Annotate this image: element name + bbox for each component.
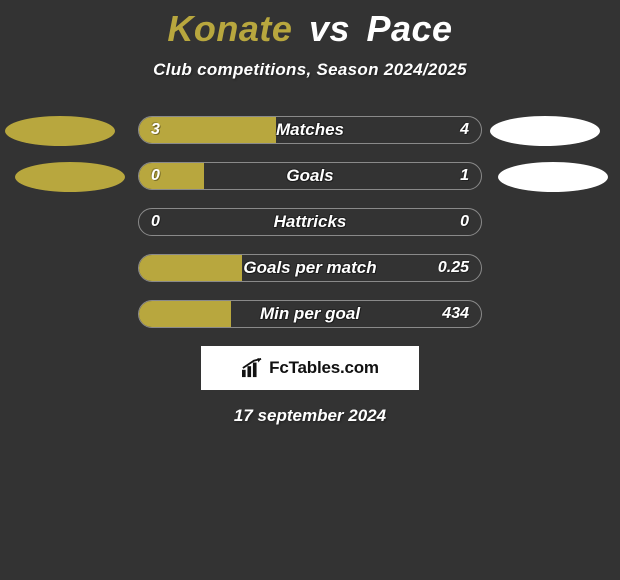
stat-left-value: 0 [151,213,160,231]
bar-left-fill [139,255,242,281]
subtitle: Club competitions, Season 2024/2025 [0,60,620,80]
logo-box[interactable]: FcTables.com [201,346,419,390]
chart-icon [241,358,263,378]
page-title: Konate vs Pace [0,8,620,50]
vs-text: vs [309,8,350,49]
stat-right-value: 4 [460,121,469,139]
stat-right-value: 1 [460,167,469,185]
stat-right-value: 0.25 [438,259,469,277]
player2-marker [498,162,608,192]
player1-marker [15,162,125,192]
player1-marker [5,116,115,146]
stat-left-value: 0 [151,167,160,185]
stat-label: Goals per match [243,258,376,278]
stat-bar: 0 Hattricks 0 [138,208,482,236]
date-text: 17 september 2024 [0,406,620,426]
stat-label: Hattricks [274,212,347,232]
stat-row: 0 Goals 1 [0,162,620,192]
logo-text: FcTables.com [269,358,379,378]
stat-right-value: 434 [442,305,469,323]
stat-row: 0 Hattricks 0 [0,208,620,238]
stat-bar: Goals per match 0.25 [138,254,482,282]
stat-left-value: 3 [151,121,160,139]
comparison-card: Konate vs Pace Club competitions, Season… [0,0,620,426]
stat-bar: 3 Matches 4 [138,116,482,144]
stat-rows-container: 3 Matches 4 0 Goals 1 0 Hattricks 0 Goals per mat… [0,116,620,330]
stat-label: Matches [276,120,344,140]
stat-bar: Min per goal 434 [138,300,482,328]
stat-label: Goals [286,166,333,186]
stat-row: Min per goal 434 [0,300,620,330]
bar-left-fill [139,301,231,327]
stat-row: 3 Matches 4 [0,116,620,146]
stat-label: Min per goal [260,304,360,324]
stat-row: Goals per match 0.25 [0,254,620,284]
player1-name: Konate [167,8,292,49]
player2-name: Pace [367,8,453,49]
stat-bar: 0 Goals 1 [138,162,482,190]
bar-left-fill [139,163,204,189]
player2-marker [490,116,600,146]
stat-right-value: 0 [460,213,469,231]
